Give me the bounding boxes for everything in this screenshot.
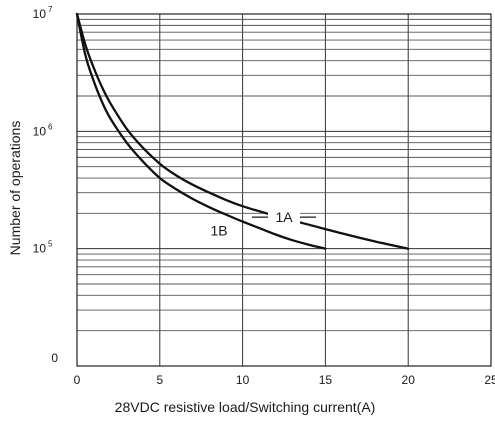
y-axis-title: Number of operations (7, 121, 23, 256)
label-1b: 1B (211, 222, 228, 238)
x-tick-label: 5 (156, 373, 163, 387)
x-axis-title: 28VDC resistive load/Switching current(A… (115, 399, 376, 415)
curve-1b (75, 12, 327, 250)
curve-1a (75, 12, 410, 250)
label-1a-background (268, 208, 300, 227)
y-tick-label: 0 (51, 351, 58, 365)
y-tick-label: 10 (33, 242, 47, 256)
x-tick-label: 20 (402, 373, 416, 387)
x-tick-label: 15 (319, 373, 333, 387)
curves (75, 12, 410, 250)
grid (76, 14, 492, 367)
y-tick-exponent: 5 (48, 240, 53, 249)
x-tick-label: 0 (74, 373, 81, 387)
y-tick-label: 10 (33, 7, 47, 21)
y-tick-label: 10 (33, 124, 47, 138)
x-tick-label: 25 (484, 373, 495, 387)
y-tick-exponent: 6 (48, 122, 53, 131)
label-1a: 1A (275, 209, 293, 225)
x-tick-label: 10 (236, 373, 250, 387)
series-labels: 1A 1B (211, 208, 316, 238)
plot-frame (76, 13, 492, 367)
y-tick-exponent: 7 (48, 5, 53, 14)
